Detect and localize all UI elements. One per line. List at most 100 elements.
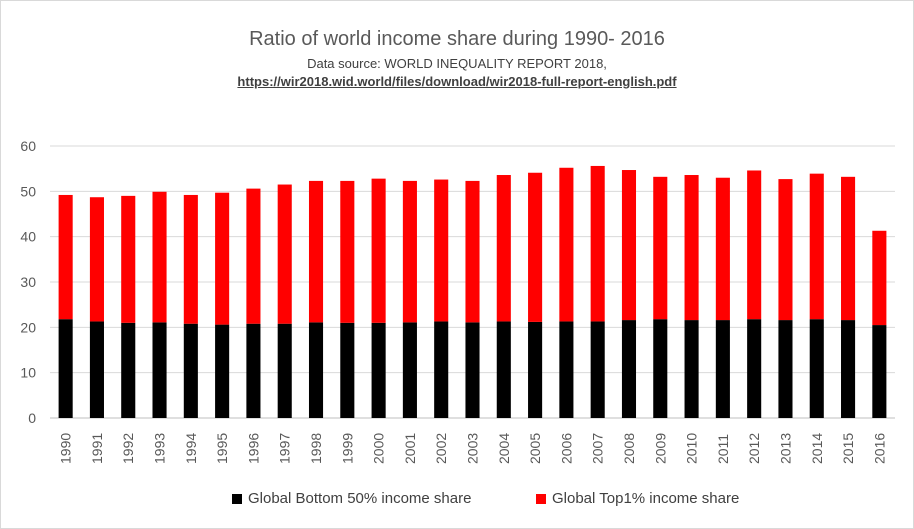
y-axis-ticks: 0 10 20 30 40 50 60 bbox=[20, 138, 36, 426]
x-tick-label-2002: 2002 bbox=[433, 433, 449, 464]
x-tick-label-1994: 1994 bbox=[183, 433, 199, 464]
bar-bottom50-1990 bbox=[58, 319, 73, 418]
bar-top1-1996 bbox=[246, 188, 261, 324]
bar-top1-2010 bbox=[684, 175, 699, 321]
bar-bottom50-2012 bbox=[747, 319, 762, 418]
x-tick-label-2011: 2011 bbox=[715, 434, 731, 464]
bar-bottom50-2006 bbox=[559, 321, 574, 418]
x-axis-ticks: 1990 1991 1992 1993 1994 1995 1996 1997 1998 1999… bbox=[58, 433, 888, 464]
bar-bottom50-2002 bbox=[434, 321, 449, 418]
bar-top1-2000 bbox=[371, 178, 386, 323]
bar-bottom50-1993 bbox=[152, 322, 167, 418]
bar-bottom50-2001 bbox=[402, 322, 417, 418]
bar-top1-1995 bbox=[215, 192, 230, 325]
bar-bottom50-1999 bbox=[340, 322, 355, 418]
bar-bottom50-1991 bbox=[89, 321, 104, 418]
legend-item-bottom50: Global Bottom 50% income share bbox=[232, 490, 471, 507]
legend-label-top1: Global Top1% income share bbox=[552, 490, 740, 507]
x-tick-label-2013: 2013 bbox=[777, 433, 793, 464]
bar-bottom50-1995 bbox=[215, 324, 230, 418]
bar-bottom50-2004 bbox=[496, 321, 511, 418]
bars bbox=[58, 165, 887, 418]
bar-top1-2011 bbox=[715, 177, 730, 321]
x-tick-label-2016: 2016 bbox=[871, 433, 887, 464]
x-tick-label-1997: 1997 bbox=[277, 433, 293, 464]
bar-bottom50-1992 bbox=[121, 322, 136, 418]
source-link[interactable]: https://wir2018.wid.world/files/download… bbox=[237, 74, 677, 89]
x-tick-label-2009: 2009 bbox=[652, 433, 668, 464]
bar-top1-1998 bbox=[308, 180, 324, 323]
x-tick-label-2005: 2005 bbox=[527, 433, 543, 464]
y-tick-label: 0 bbox=[28, 410, 36, 426]
bar-top1-2004 bbox=[496, 175, 511, 322]
y-tick-label: 20 bbox=[20, 319, 36, 335]
x-tick-label-2015: 2015 bbox=[840, 433, 856, 464]
bar-top1-2002 bbox=[434, 179, 449, 322]
bar-top1-1997 bbox=[277, 184, 292, 324]
x-tick-label-2004: 2004 bbox=[496, 433, 512, 464]
chart-subtitle: Data source: WORLD INEQUALITY REPORT 201… bbox=[307, 56, 607, 71]
bar-bottom50-1994 bbox=[183, 323, 198, 418]
bar-bottom50-2009 bbox=[653, 319, 668, 418]
bar-bottom50-2013 bbox=[778, 320, 793, 418]
bar-bottom50-2003 bbox=[465, 322, 480, 418]
x-tick-label-2014: 2014 bbox=[809, 433, 825, 464]
x-tick-label-1998: 1998 bbox=[308, 433, 324, 464]
bar-bottom50-2005 bbox=[528, 321, 543, 418]
x-tick-label-2010: 2010 bbox=[684, 433, 700, 464]
bar-bottom50-2000 bbox=[371, 322, 386, 418]
bar-bottom50-1996 bbox=[246, 323, 261, 418]
bar-top1-2013 bbox=[778, 179, 793, 321]
bar-top1-1992 bbox=[121, 195, 136, 323]
bar-top1-2001 bbox=[402, 180, 417, 323]
x-tick-label-1990: 1990 bbox=[58, 433, 74, 464]
bar-bottom50-2014 bbox=[809, 319, 824, 418]
legend-item-top1: Global Top1% income share bbox=[536, 490, 739, 507]
y-tick-label: 30 bbox=[20, 274, 36, 290]
bar-bottom50-2015 bbox=[841, 320, 856, 418]
bar-top1-2003 bbox=[465, 180, 480, 323]
legend-swatch-top1 bbox=[536, 493, 546, 504]
y-tick-label: 10 bbox=[20, 365, 36, 381]
y-tick-label: 40 bbox=[20, 229, 36, 245]
bar-top1-1991 bbox=[89, 197, 104, 322]
bar-bottom50-2008 bbox=[621, 320, 637, 418]
bar-top1-2007 bbox=[590, 165, 605, 322]
bar-bottom50-2011 bbox=[715, 320, 730, 418]
x-tick-label-2001: 2001 bbox=[402, 433, 418, 464]
bar-top1-2016 bbox=[872, 230, 887, 326]
legend: Global Bottom 50% income share Global To… bbox=[0, 490, 914, 510]
x-tick-label-2000: 2000 bbox=[371, 433, 387, 464]
y-tick-label: 60 bbox=[20, 138, 36, 154]
x-tick-label-1992: 1992 bbox=[120, 433, 136, 464]
x-tick-label-1999: 1999 bbox=[339, 433, 355, 464]
bar-top1-2006 bbox=[559, 167, 574, 322]
legend-label-bottom50: Global Bottom 50% income share bbox=[248, 490, 472, 507]
bar-top1-1994 bbox=[183, 194, 198, 324]
x-tick-label-1996: 1996 bbox=[245, 433, 261, 464]
bar-top1-2015 bbox=[841, 176, 856, 321]
bar-top1-2012 bbox=[747, 170, 762, 320]
x-tick-label-2012: 2012 bbox=[746, 433, 762, 464]
bar-top1-2009 bbox=[653, 176, 668, 320]
bar-bottom50-1997 bbox=[277, 323, 292, 418]
x-tick-label-2003: 2003 bbox=[465, 433, 481, 464]
x-tick-label-1995: 1995 bbox=[214, 433, 230, 464]
y-tick-label: 50 bbox=[20, 183, 36, 199]
bar-bottom50-2016 bbox=[872, 325, 887, 418]
bar-top1-2008 bbox=[621, 170, 637, 321]
x-tick-label-1993: 1993 bbox=[152, 433, 168, 464]
bar-top1-1990 bbox=[58, 194, 73, 320]
bar-top1-2014 bbox=[809, 173, 824, 320]
x-tick-label-1991: 1991 bbox=[89, 433, 105, 464]
x-tick-label-2006: 2006 bbox=[558, 433, 574, 464]
bar-bottom50-2010 bbox=[684, 320, 699, 418]
bar-bottom50-1998 bbox=[308, 322, 324, 418]
bar-bottom50-2007 bbox=[590, 321, 605, 418]
x-tick-label-2007: 2007 bbox=[590, 433, 606, 464]
bar-top1-2005 bbox=[528, 172, 543, 322]
legend-swatch-bottom50 bbox=[232, 493, 242, 504]
bar-top1-1999 bbox=[340, 180, 355, 323]
